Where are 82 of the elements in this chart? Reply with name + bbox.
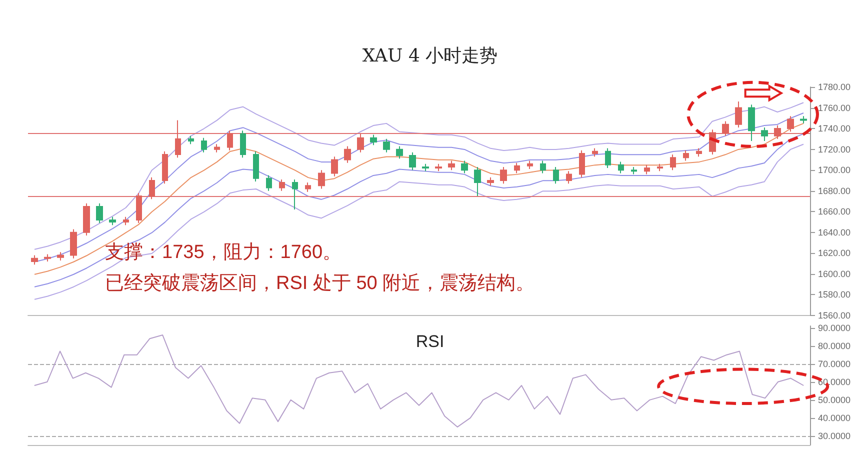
candlestick — [331, 156, 338, 177]
candlestick — [383, 138, 390, 153]
candlestick — [566, 170, 572, 184]
y-tick-label: 1720.00 — [818, 144, 851, 154]
candlestick — [188, 135, 194, 145]
candlestick — [474, 166, 481, 197]
chart-title: RSI — [416, 332, 444, 351]
y-tick-label: 40.0000 — [818, 412, 851, 423]
annotation: 已经突破震荡区间，RSI 处于 50 附近，震荡结构。 — [105, 272, 535, 294]
candlestick — [422, 163, 429, 172]
candlestick — [149, 176, 155, 200]
candlestick — [553, 166, 559, 184]
y-tick-label: 90.0000 — [818, 322, 851, 333]
candlestick — [409, 152, 416, 171]
candlestick — [266, 174, 272, 192]
candlestick — [579, 150, 585, 178]
y-tick-label: 1760.00 — [818, 102, 851, 113]
y-tick-label: 1580.00 — [818, 290, 851, 300]
candlestick — [500, 166, 507, 184]
candlestick — [448, 160, 455, 171]
candlestick — [44, 254, 51, 262]
y-tick-label: 1740.00 — [818, 124, 851, 134]
candlestick — [253, 150, 259, 182]
candlestick — [57, 252, 64, 261]
candlestick — [175, 120, 181, 158]
candlestick — [318, 170, 325, 190]
candlestick — [31, 254, 38, 266]
candlestick — [305, 182, 311, 192]
candlestick — [214, 144, 220, 153]
candlestick — [605, 148, 611, 169]
candlestick — [162, 150, 168, 184]
candlestick — [748, 104, 755, 142]
y-tick-label: 1620.00 — [818, 248, 851, 258]
annotation: 支撑：1735，阻力：1760。 — [105, 242, 342, 263]
candlestick — [761, 127, 768, 142]
candlestick — [631, 166, 637, 175]
candlestick — [670, 154, 676, 171]
candlestick — [435, 163, 442, 172]
y-tick-label: 1700.00 — [818, 165, 851, 176]
candlestick — [109, 216, 116, 226]
candlestick — [370, 134, 377, 146]
candlestick — [487, 176, 494, 186]
y-tick-label: 70.0000 — [818, 358, 851, 369]
y-tick-label: 30.0000 — [818, 430, 851, 441]
candlestick — [201, 137, 207, 153]
candlestick — [527, 160, 533, 170]
y-tick-label: 80.0000 — [818, 340, 851, 351]
y-tick-label: 1640.00 — [818, 227, 851, 238]
candlestick — [696, 148, 702, 158]
candlestick — [787, 116, 794, 132]
candlestick — [240, 130, 246, 158]
candlestick — [227, 130, 233, 151]
candlestick — [292, 178, 298, 210]
candlestick — [735, 101, 742, 128]
y-tick-label: 1660.00 — [818, 206, 851, 217]
candlestick — [657, 163, 663, 172]
candlestick — [83, 202, 90, 236]
candlestick — [514, 162, 520, 174]
y-tick-label: 1680.00 — [818, 186, 851, 196]
candlestick — [800, 116, 807, 124]
chart-title: XAU 4 小时走势 — [362, 46, 498, 66]
candlestick — [123, 216, 129, 226]
candlestick — [136, 192, 142, 224]
candlestick — [592, 148, 598, 158]
candlestick — [683, 150, 689, 162]
candlestick — [396, 146, 403, 160]
candlestick — [644, 164, 650, 175]
candlestick — [70, 228, 77, 259]
candlestick — [722, 120, 729, 136]
candlestick — [461, 160, 468, 174]
candlestick — [279, 178, 285, 192]
y-tick-label: 50.0000 — [818, 394, 851, 405]
y-tick-label: 1560.00 — [818, 310, 851, 320]
candlestick — [96, 202, 103, 224]
candlestick — [357, 133, 364, 153]
candlestick — [618, 161, 624, 174]
line-series — [34, 334, 804, 428]
candlestick — [774, 124, 781, 140]
y-tick-label: 1780.00 — [818, 82, 851, 92]
candlestick — [540, 160, 546, 174]
candlestick — [344, 146, 351, 164]
y-tick-label: 1600.00 — [818, 268, 851, 279]
